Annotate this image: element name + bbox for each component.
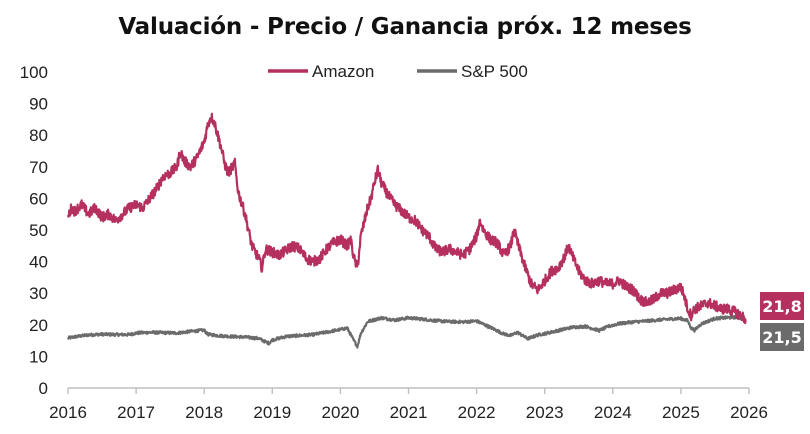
x-tick-label: 2017: [117, 403, 155, 422]
x-tick-label: 2019: [253, 403, 291, 422]
x-tick-label: 2026: [730, 403, 768, 422]
x-axis-ticks: 2016 2017 2018 2019 2020 2021 2022 2023 2024 2025…: [49, 388, 768, 422]
end-label-amazon: 21,8: [762, 297, 801, 316]
y-tick-label: 20: [29, 316, 48, 335]
series-line-amazon: [66, 112, 747, 325]
y-tick-label: 30: [29, 284, 48, 303]
x-tick-label: 2025: [662, 403, 700, 422]
chart-title: Valuación - Precio / Ganancia próx. 12 m…: [118, 14, 692, 40]
y-tick-label: 90: [29, 95, 48, 114]
legend-label-sp500: S&P 500: [461, 62, 528, 81]
y-tick-label: 0: [39, 379, 48, 398]
y-tick-label: 70: [29, 158, 48, 177]
y-tick-label: 10: [29, 347, 48, 366]
series-lines: [66, 112, 747, 349]
x-tick-label: 2023: [526, 403, 564, 422]
x-tick-label: 2022: [458, 403, 496, 422]
y-tick-label: 50: [29, 221, 48, 240]
x-tick-label: 2021: [390, 403, 428, 422]
x-tick-label: 2016: [49, 403, 87, 422]
end-value-labels: 21,8 21,5: [760, 292, 804, 351]
x-tick-label: 2024: [594, 403, 632, 422]
series-line-sp500: [66, 314, 747, 349]
y-tick-label: 80: [29, 126, 48, 145]
x-tick-label: 2020: [321, 403, 359, 422]
end-label-sp500: 21,5: [762, 328, 801, 347]
x-tick-label: 2018: [185, 403, 223, 422]
end-label-box-sp500: [760, 323, 804, 351]
y-tick-label: 40: [29, 253, 48, 272]
y-axis-ticks: 0 10 20 30 40 50 60 70 80 90 100: [20, 63, 48, 398]
y-tick-label: 100: [20, 63, 48, 82]
end-label-box-amazon: [760, 292, 804, 320]
legend-label-amazon: Amazon: [312, 62, 374, 81]
legend: Amazon S&P 500: [268, 62, 528, 81]
y-tick-label: 60: [29, 189, 48, 208]
